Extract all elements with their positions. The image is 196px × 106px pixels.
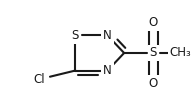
Text: Cl: Cl [34, 73, 45, 86]
Text: N: N [103, 64, 112, 77]
Text: O: O [149, 16, 158, 29]
Text: O: O [149, 77, 158, 90]
Text: S: S [150, 47, 157, 59]
Text: CH₃: CH₃ [170, 47, 191, 59]
Text: N: N [103, 29, 112, 42]
Text: S: S [72, 29, 79, 42]
